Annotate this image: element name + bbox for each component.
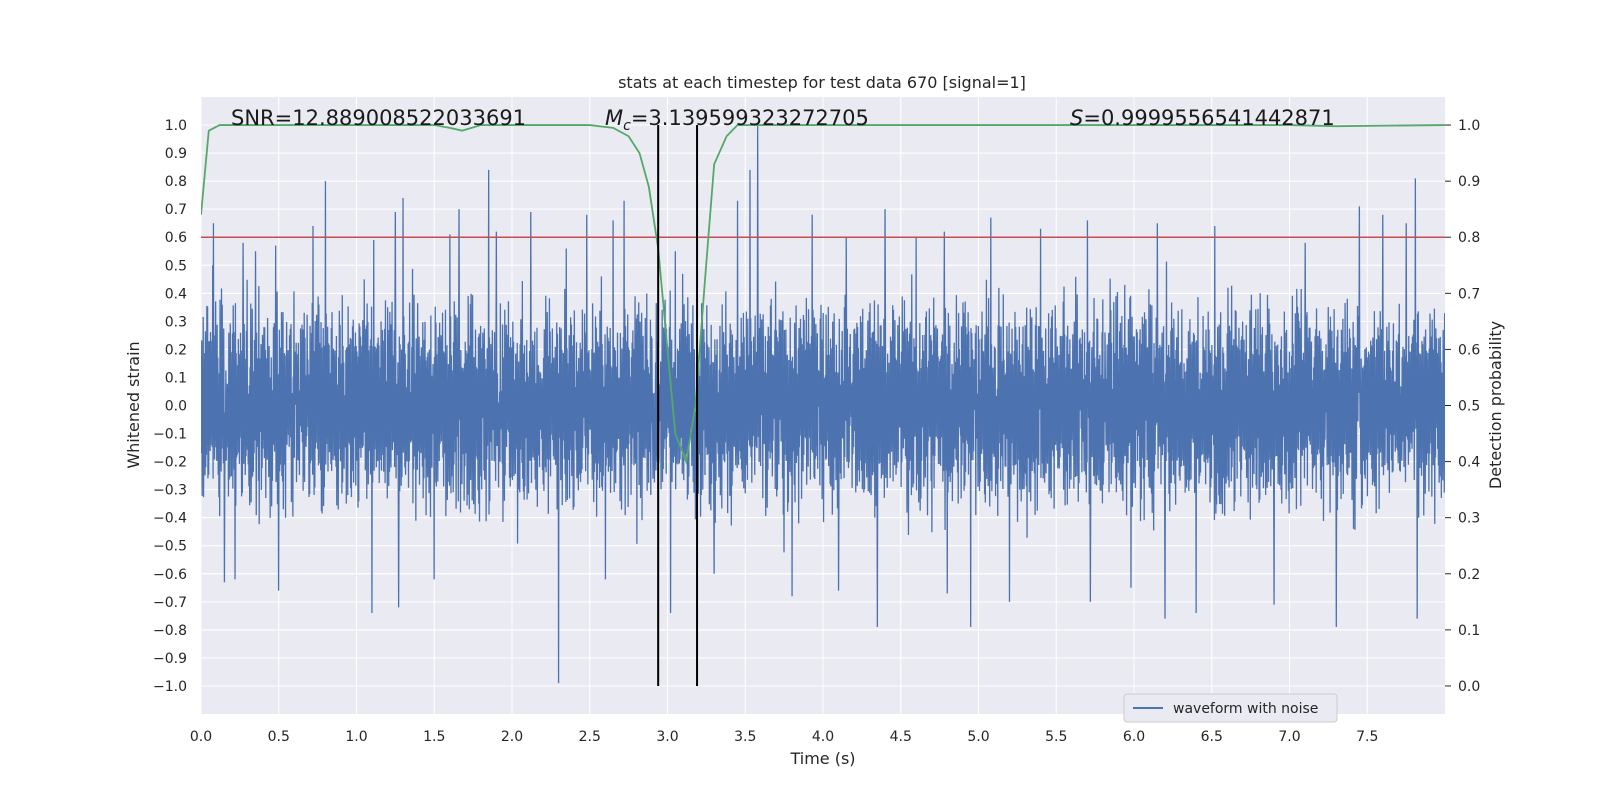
x-tick-label: 0.0 [190, 729, 212, 745]
x-axis-ticks: 0.0 0.5 1.0 1.5 2.0 2.5 3.0 3.5 4.0 4.5 5.0 5.5 6.0 6… [190, 729, 1379, 745]
probability-line [201, 124, 1445, 465]
y2-tick-label: 0.7 [1458, 286, 1480, 302]
y-tick-label: 0.0 [165, 399, 187, 415]
y2-tick-label: 0.6 [1458, 342, 1480, 358]
x-tick-label: 5.5 [1045, 729, 1067, 745]
legend-box [1123, 693, 1338, 723]
y-axis-ticks: −1.0 −0.9 −0.8 −0.7 −0.6 −0.5 −0.4 −0.3 −0.2 −0.1… [153, 118, 187, 695]
y-tick-label: −0.5 [153, 539, 187, 555]
y-tick-label: 1.0 [165, 118, 187, 134]
y-tick-label: 0.8 [165, 174, 187, 190]
y-tick-label: −0.2 [153, 455, 187, 471]
x-tick-label: 7.0 [1278, 729, 1300, 745]
x-tick-label: 6.0 [1123, 729, 1145, 745]
y-axis-label: Whitened strain [124, 341, 143, 468]
y-tick-label: 0.5 [165, 258, 187, 274]
plot-content [201, 124, 1445, 686]
y-tick-label: 0.7 [165, 202, 187, 218]
score-value: =0.9999556541442871 [1083, 106, 1334, 130]
y2-tick-label: 0.0 [1458, 679, 1480, 695]
y-tick-label: −0.4 [153, 511, 187, 527]
y-tick-label: 0.1 [165, 370, 187, 386]
chirp-mass-symbol: M [605, 106, 623, 130]
y-tick-label: 0.4 [165, 286, 187, 302]
chirp-mass-value: =3.139599323272705 [631, 106, 869, 130]
y2-tick-label: 0.5 [1458, 399, 1480, 415]
waveform-line [201, 125, 1445, 684]
y2-tick-label: 0.3 [1458, 511, 1480, 527]
y2-tick-label: 1.0 [1458, 118, 1480, 134]
waveform-series [201, 125, 1445, 684]
y-tick-label: −0.6 [153, 567, 187, 583]
y2-axis-ticks: 0.0 0.1 0.2 0.3 0.4 0.5 0.6 0.7 0.8 0.9 1.0 [1445, 118, 1480, 695]
score-symbol: S [1070, 106, 1083, 130]
legend-waveform-label: waveform with noise [1173, 701, 1318, 717]
x-tick-label: 2.5 [579, 729, 601, 745]
y-tick-label: −0.7 [153, 595, 187, 611]
x-tick-label: 3.5 [734, 729, 756, 745]
x-tick-label: 3.0 [656, 729, 678, 745]
y-tick-label: 0.2 [165, 342, 187, 358]
vertical-markers [657, 125, 699, 686]
x-tick-label: 2.0 [501, 729, 523, 745]
y-tick-label: −0.9 [153, 651, 187, 667]
y2-tick-label: 0.1 [1458, 623, 1480, 639]
y-tick-label: 0.6 [165, 230, 187, 246]
x-tick-label: 6.5 [1201, 729, 1223, 745]
legend: waveform with noise [1123, 693, 1338, 723]
x-tick-label: 5.0 [967, 729, 989, 745]
x-tick-label: 4.5 [890, 729, 912, 745]
x-tick-label: 7.5 [1356, 729, 1378, 745]
y-tick-label: 0.3 [165, 314, 187, 330]
probability-series [201, 124, 1445, 465]
x-tick-label: 1.5 [423, 729, 445, 745]
x-axis-label: Time (s) [789, 749, 855, 768]
y2-tick-label: 0.9 [1458, 174, 1480, 190]
y2-axis-label: Detection probability [1486, 321, 1505, 489]
y-tick-label: −0.1 [153, 427, 187, 443]
score-annotation: S=0.9999556541442871 [1070, 106, 1335, 130]
y2-tick-label: 0.2 [1458, 567, 1480, 583]
y-tick-label: −0.3 [153, 483, 187, 499]
y2-tick-label: 0.4 [1458, 455, 1480, 471]
snr-annotation: SNR=12.889008522033691 [231, 106, 526, 130]
y2-tick-label: 0.8 [1458, 230, 1480, 246]
y-tick-label: 0.9 [165, 146, 187, 162]
y-tick-label: −0.8 [153, 623, 187, 639]
x-tick-label: 0.5 [268, 729, 290, 745]
chart-title: stats at each timestep for test data 670… [618, 73, 1026, 92]
x-tick-label: 1.0 [345, 729, 367, 745]
x-tick-label: 4.0 [812, 729, 834, 745]
chirp-mass-subscript: c [623, 118, 631, 134]
chirp-mass-annotation: Mc=3.139599323272705 [605, 106, 869, 134]
y-tick-label: −1.0 [153, 679, 187, 695]
